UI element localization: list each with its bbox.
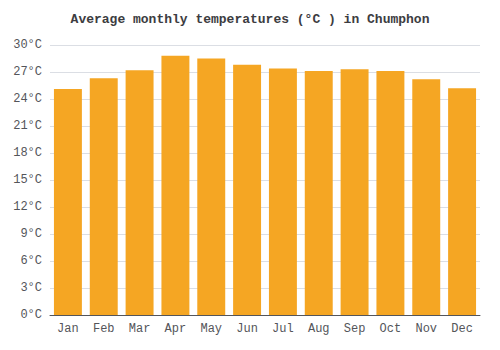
svg-text:6°C: 6°C xyxy=(20,254,42,268)
svg-text:24°C: 24°C xyxy=(13,92,42,106)
svg-text:Sep: Sep xyxy=(344,322,366,336)
svg-text:Mar: Mar xyxy=(129,322,151,336)
svg-text:Jul: Jul xyxy=(272,322,294,336)
svg-text:Average monthly temperatures (: Average monthly temperatures (°C ) in Ch… xyxy=(71,12,430,27)
svg-text:Nov: Nov xyxy=(415,322,437,336)
svg-text:Jan: Jan xyxy=(57,322,79,336)
svg-text:3°C: 3°C xyxy=(20,281,42,295)
svg-text:Feb: Feb xyxy=(93,322,115,336)
svg-text:18°C: 18°C xyxy=(13,146,42,160)
svg-text:Aug: Aug xyxy=(308,322,330,336)
svg-text:30°C: 30°C xyxy=(13,38,42,52)
svg-text:12°C: 12°C xyxy=(13,200,42,214)
svg-text:21°C: 21°C xyxy=(13,119,42,133)
svg-text:0°C: 0°C xyxy=(20,308,42,322)
svg-text:Oct: Oct xyxy=(380,322,402,336)
svg-text:27°C: 27°C xyxy=(13,65,42,79)
svg-text:Jun: Jun xyxy=(236,322,258,336)
svg-text:May: May xyxy=(200,322,222,336)
svg-text:15°C: 15°C xyxy=(13,173,42,187)
svg-text:9°C: 9°C xyxy=(20,227,42,241)
svg-text:Dec: Dec xyxy=(451,322,473,336)
svg-text:Apr: Apr xyxy=(165,322,187,336)
